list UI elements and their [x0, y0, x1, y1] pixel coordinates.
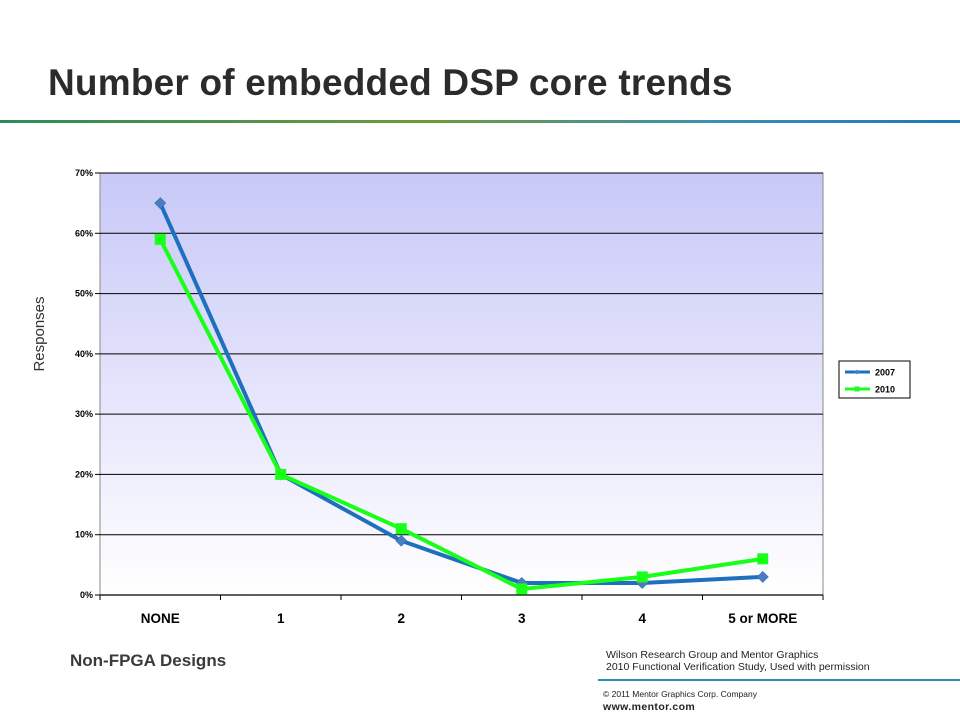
x-tick-label: 1 [277, 611, 285, 626]
x-tick-label: 3 [518, 611, 526, 626]
data-point-2010 [154, 233, 166, 245]
plot-area [99, 172, 824, 596]
data-point-2010 [395, 523, 407, 535]
y-tick-label: 20% [75, 469, 93, 479]
data-point-2007 [395, 534, 408, 547]
source-line-1: Wilson Research Group and Mentor Graphic… [606, 649, 819, 661]
y-tick-label: 60% [75, 228, 93, 238]
line-chart: 0% 10% 20% 30% 40% 50% 60% 70% NONE 1 2 3 4 5 or MOR… [31, 168, 911, 626]
data-point-2007 [756, 570, 769, 583]
source-line-2: 2010 Functional Verification Study, Used… [606, 661, 870, 673]
series-lines [154, 197, 769, 595]
title-rule [0, 120, 960, 123]
y-tick-label: 70% [75, 168, 93, 178]
y-tick-label: 30% [75, 409, 93, 419]
legend-box [838, 360, 911, 399]
legend: 2007 2010 [838, 360, 911, 399]
data-point-2010 [275, 468, 287, 480]
x-tick-label: 2 [397, 611, 405, 626]
data-point-2007 [154, 197, 167, 210]
copyright-text: © 2011 Mentor Graphics Corp. Company [603, 689, 757, 699]
y-tick-labels: 0% 10% 20% 30% 40% 50% 60% 70% [75, 168, 93, 600]
legend-marker-2010 [854, 386, 860, 392]
source-note: Wilson Research Group and Mentor Graphic… [606, 649, 870, 673]
data-point-2010 [636, 571, 648, 583]
footer-rule [598, 679, 960, 681]
x-tick-labels: NONE 1 2 3 4 5 or MORE [141, 611, 798, 626]
y-axis-label: Responses [31, 296, 48, 371]
gridlines [95, 172, 824, 600]
footer-label: Non-FPGA Designs [70, 651, 227, 670]
series-line-2007 [158, 202, 763, 585]
x-tick-label: NONE [141, 611, 180, 626]
y-tick-label: 0% [80, 590, 93, 600]
legend-label-2007: 2007 [875, 368, 895, 378]
slide-title: Number of embedded DSP core trends [48, 62, 733, 103]
legend-label-2010: 2010 [875, 385, 895, 395]
data-point-2010 [516, 583, 528, 595]
website-link[interactable]: www.mentor.com [603, 701, 696, 713]
x-tick-label: 5 or MORE [728, 611, 797, 626]
x-tick-label: 4 [638, 611, 646, 626]
legend-marker-2007 [854, 369, 860, 375]
data-point-2010 [757, 553, 769, 565]
y-tick-label: 50% [75, 289, 93, 299]
series-line-2010 [158, 238, 764, 591]
y-tick-label: 40% [75, 349, 93, 359]
y-tick-label: 10% [75, 530, 93, 540]
